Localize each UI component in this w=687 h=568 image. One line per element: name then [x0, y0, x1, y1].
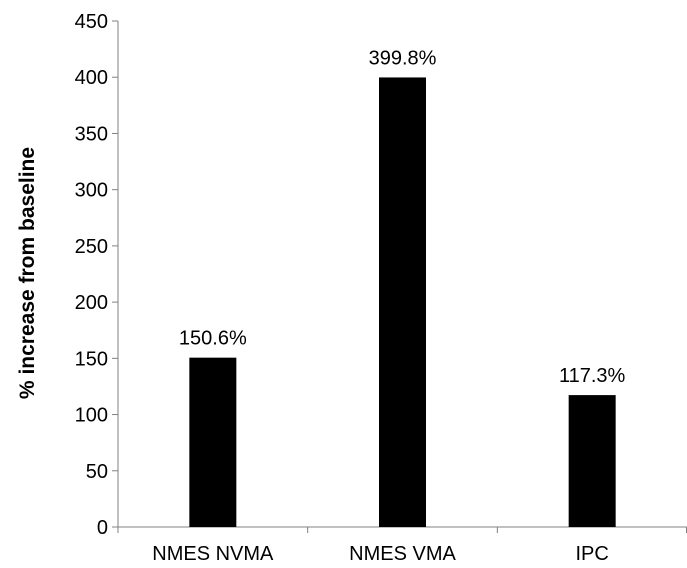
x-tick-label: NMES NVMA: [152, 543, 274, 565]
x-axis: NMES NVMA NMES VMA IPC: [118, 527, 687, 565]
bar-ipc: [569, 395, 616, 527]
y-tick-label: 350: [75, 123, 108, 145]
data-label: 399.8%: [369, 47, 437, 69]
bar-nmes-nvma: [189, 358, 236, 527]
y-axis: 0 50 100 150 200 250 300 350 400 450: [75, 11, 118, 539]
y-tick-label: 100: [75, 405, 108, 427]
data-label: 117.3%: [559, 365, 626, 387]
y-tick-label: 450: [75, 11, 108, 33]
data-label: 150.6%: [179, 328, 247, 350]
y-tick-label: 50: [86, 461, 108, 483]
y-axis-title: % increase from baseline: [16, 147, 39, 399]
x-tick-label: NMES VMA: [349, 543, 456, 565]
y-tick-label: 150: [75, 348, 108, 370]
bar-nmes-vma: [379, 77, 426, 527]
y-tick-label: 0: [97, 517, 108, 539]
y-tick-label: 400: [75, 67, 108, 89]
y-tick-label: 300: [75, 180, 108, 202]
x-tick-label: IPC: [575, 543, 608, 565]
bars: [189, 77, 615, 527]
y-tick-label: 200: [75, 292, 108, 314]
y-tick-label: 250: [75, 236, 108, 258]
